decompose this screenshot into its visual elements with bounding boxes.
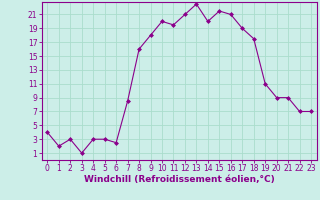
- X-axis label: Windchill (Refroidissement éolien,°C): Windchill (Refroidissement éolien,°C): [84, 175, 275, 184]
